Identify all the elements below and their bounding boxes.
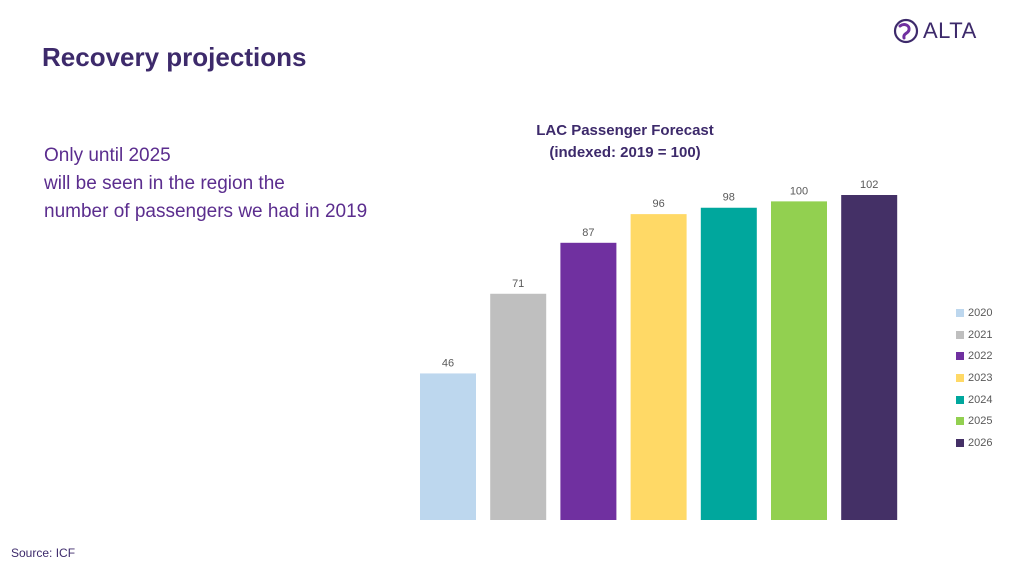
slide-title: Recovery projections bbox=[42, 42, 307, 72]
bar-2024 bbox=[700, 207, 757, 520]
data-label-2021: 71 bbox=[512, 278, 524, 290]
legend-swatch bbox=[956, 330, 964, 339]
legend-label: 2026 bbox=[968, 436, 993, 449]
legend-label: 2024 bbox=[968, 393, 993, 406]
legend-item-2020: 2020 bbox=[956, 302, 992, 324]
bar-2026 bbox=[841, 195, 898, 520]
legend-swatch bbox=[956, 438, 964, 447]
chart-title: LAC Passenger Forecast (indexed: 2019 = … bbox=[470, 120, 780, 164]
body-line: will be seen in the region the bbox=[44, 173, 285, 194]
legend-swatch bbox=[956, 373, 964, 382]
legend-label: 2020 bbox=[968, 306, 993, 319]
data-label-2024: 98 bbox=[723, 192, 735, 204]
legend-item-2022: 2022 bbox=[956, 345, 992, 367]
chart-title-line: LAC Passenger Forecast bbox=[536, 122, 714, 139]
body-line: Only until 2025 bbox=[44, 145, 171, 166]
bar-2022 bbox=[560, 242, 617, 520]
legend-label: 2021 bbox=[968, 328, 993, 341]
legend-swatch bbox=[956, 417, 964, 426]
body-line: number of passengers we had in 2019 bbox=[44, 201, 368, 222]
legend-swatch bbox=[956, 352, 964, 361]
data-label-2020: 46 bbox=[442, 357, 454, 369]
legend-item-2025: 2025 bbox=[956, 410, 992, 432]
bar-2020 bbox=[420, 373, 476, 520]
legend-label: 2025 bbox=[968, 415, 993, 428]
chart-subtitle-line: (indexed: 2019 = 100) bbox=[549, 144, 701, 161]
chart-legend: 2020 2021 2022 2023 2024 2025 2026 bbox=[956, 302, 992, 454]
alta-logo: ALTA bbox=[892, 14, 1002, 48]
data-label-2023: 96 bbox=[652, 198, 664, 210]
legend-item-2026: 2026 bbox=[956, 432, 992, 454]
legend-item-2024: 2024 bbox=[956, 389, 992, 411]
source-note: Source: ICF bbox=[11, 546, 76, 560]
bar-2025 bbox=[771, 201, 827, 520]
data-label-2022: 87 bbox=[582, 227, 594, 239]
bar-2023 bbox=[630, 214, 687, 520]
bar-2021 bbox=[490, 293, 547, 520]
legend-label: 2023 bbox=[968, 371, 993, 384]
legend-swatch bbox=[956, 395, 964, 404]
legend-item-2023: 2023 bbox=[956, 367, 992, 389]
body-text: Only until 2025 will be seen in the regi… bbox=[44, 142, 367, 226]
legend-swatch bbox=[956, 308, 964, 317]
globe-logo-icon bbox=[893, 18, 919, 44]
data-label-2026: 102 bbox=[860, 179, 878, 191]
legend-item-2021: 2021 bbox=[956, 324, 992, 346]
data-label-2025: 100 bbox=[790, 185, 808, 197]
logo-text: ALTA bbox=[923, 18, 977, 43]
legend-label: 2022 bbox=[968, 350, 993, 363]
